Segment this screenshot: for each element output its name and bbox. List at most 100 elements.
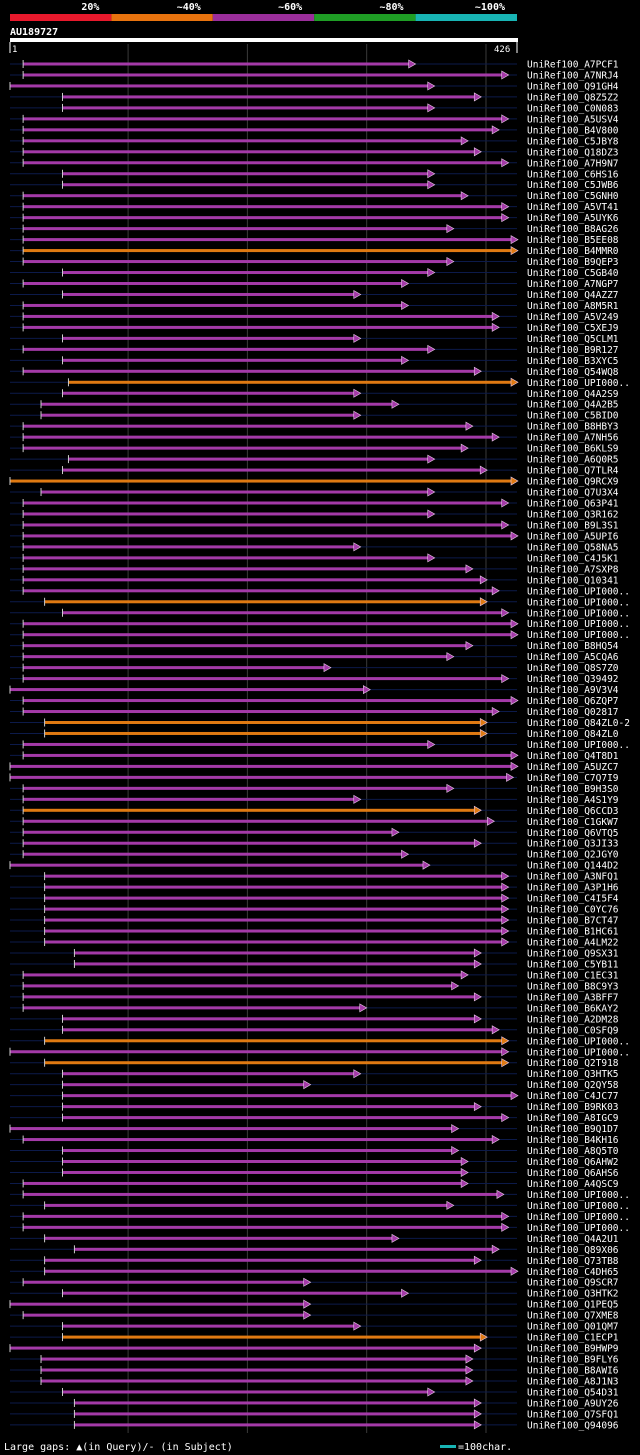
hit-bar[interactable] [62, 1017, 476, 1021]
hit-label[interactable]: UniRef100_C4J5K1 [527, 553, 619, 564]
hit-bar[interactable] [23, 830, 393, 834]
hit-row[interactable]: UniRef100_Q3HTK2 [10, 1288, 619, 1300]
hit-bar[interactable] [23, 1214, 503, 1218]
hit-bar[interactable] [10, 1127, 453, 1131]
hit-row[interactable]: UniRef100_B9H3S0 [10, 783, 619, 795]
hit-label[interactable]: UniRef100_UPI000.. [527, 378, 630, 389]
hit-bar[interactable] [44, 1258, 476, 1262]
hit-row[interactable]: UniRef100_C5BID0 [10, 410, 619, 422]
hit-bar[interactable] [23, 819, 489, 823]
hit-row[interactable]: UniRef100_A6Q0R5 [10, 454, 619, 466]
hit-bar[interactable] [23, 1225, 503, 1229]
hit-label[interactable]: UniRef100_C7Q7I9 [527, 773, 619, 784]
hit-bar[interactable] [74, 1412, 476, 1416]
hit-label[interactable]: UniRef100_Q6AHW2 [527, 1157, 619, 1168]
hit-row[interactable]: UniRef100_Q5CLM1 [10, 333, 619, 345]
hit-bar[interactable] [23, 512, 429, 516]
hit-bar[interactable] [62, 1028, 494, 1032]
hit-bar[interactable] [44, 885, 503, 889]
hit-label[interactable]: UniRef100_UPI000.. [527, 597, 630, 608]
hit-label[interactable]: UniRef100_Q6CCD3 [527, 806, 619, 817]
hit-bar[interactable] [23, 589, 494, 593]
hit-bar[interactable] [10, 1346, 476, 1350]
hit-bar[interactable] [23, 369, 476, 373]
hit-row[interactable]: UniRef100_A8M5R1 [10, 300, 619, 312]
hit-label[interactable]: UniRef100_B9H3S0 [527, 784, 619, 795]
hit-label[interactable]: UniRef100_A6Q0R5 [527, 455, 619, 466]
hit-row[interactable]: UniRef100_A3NFQ1 [10, 871, 619, 883]
hit-row[interactable]: UniRef100_C7Q7I9 [9, 772, 619, 784]
hit-label[interactable]: UniRef100_Q4T8D1 [527, 751, 619, 762]
hit-label[interactable]: UniRef100_Q4A2S9 [527, 389, 619, 400]
hit-row[interactable]: UniRef100_UPI000.. [10, 1036, 630, 1047]
hit-bar[interactable] [23, 128, 494, 132]
hit-label[interactable]: UniRef100_Q9SCR7 [527, 1278, 619, 1289]
hit-label[interactable]: UniRef100_C5XEJ9 [527, 323, 619, 334]
hit-row[interactable]: UniRef100_Q4A2U1 [10, 1233, 619, 1245]
hit-label[interactable]: UniRef100_Q39492 [527, 674, 619, 685]
hit-row[interactable]: UniRef100_A8J1N3 [10, 1376, 619, 1388]
hit-label[interactable]: UniRef100_Q3HTK5 [527, 1069, 619, 1080]
hit-row[interactable]: UniRef100_UPI000.. [10, 739, 630, 751]
hit-bar[interactable] [23, 139, 463, 143]
hit-row[interactable]: UniRef100_UPI000.. [10, 1211, 630, 1223]
hit-label[interactable]: UniRef100_B4MMR0 [527, 246, 619, 257]
hit-label[interactable]: UniRef100_Q7TLR4 [527, 466, 619, 477]
hit-row[interactable]: UniRef100_Q4A2B5 [10, 399, 619, 411]
hit-row[interactable]: UniRef100_C4I5F4 [10, 893, 619, 905]
hit-label[interactable]: UniRef100_C1ECP1 [527, 1333, 619, 1344]
hit-row[interactable]: UniRef100_Q6ZQP7 [10, 696, 619, 707]
hit-bar[interactable] [23, 1192, 498, 1196]
hit-label[interactable]: UniRef100_Q63P41 [527, 499, 619, 510]
hit-row[interactable]: UniRef100_A4S1Y9 [10, 794, 619, 806]
hit-bar[interactable] [23, 73, 503, 77]
hit-bar[interactable] [23, 325, 494, 329]
hit-bar[interactable] [23, 1313, 305, 1317]
hit-row[interactable]: UniRef100_Q4AZZ7 [10, 289, 619, 301]
hit-bar[interactable] [62, 391, 355, 395]
hit-row[interactable]: UniRef100_B4MMR0 [10, 246, 619, 257]
hit-row[interactable]: UniRef100_Q3R162 [10, 509, 619, 520]
hit-label[interactable]: UniRef100_UPI000.. [527, 1223, 630, 1234]
hit-label[interactable]: UniRef100_Q6VTQ5 [527, 828, 619, 839]
hit-bar[interactable] [23, 424, 467, 428]
hit-label[interactable]: UniRef100_Q7XME8 [527, 1311, 619, 1322]
hit-row[interactable]: UniRef100_Q7XME8 [10, 1310, 619, 1322]
hit-bar[interactable] [62, 358, 403, 362]
hit-bar[interactable] [62, 271, 429, 275]
hit-row[interactable]: UniRef100_A2DM28 [10, 1014, 619, 1025]
hit-row[interactable]: UniRef100_A5V249 [10, 311, 619, 323]
hit-label[interactable]: UniRef100_C4I5F4 [527, 894, 619, 905]
hit-bar[interactable] [62, 468, 482, 472]
hit-label[interactable]: UniRef100_A4LM22 [527, 938, 619, 949]
hit-bar[interactable] [10, 84, 429, 88]
hit-label[interactable]: UniRef100_UPI000.. [527, 1212, 630, 1223]
hit-label[interactable]: UniRef100_Q2T918 [527, 1058, 619, 1069]
hit-bar[interactable] [62, 1291, 403, 1295]
hit-row[interactable]: UniRef100_B5EE08 [10, 235, 619, 246]
hit-bar[interactable] [23, 995, 476, 999]
hit-bar[interactable] [62, 1105, 476, 1109]
hit-row[interactable]: UniRef100_A7NRJ4 [10, 70, 619, 81]
hit-row[interactable]: UniRef100_C0N083 [10, 103, 619, 114]
hit-label[interactable]: UniRef100_UPI000.. [527, 1190, 630, 1201]
hit-label[interactable]: UniRef100_UPI000.. [527, 1047, 630, 1058]
hit-row[interactable]: UniRef100_Q4A2S9 [10, 388, 619, 400]
hit-bar[interactable] [23, 1181, 463, 1185]
hit-bar[interactable] [44, 1236, 393, 1240]
hit-label[interactable]: UniRef100_A3P1H6 [527, 883, 619, 894]
hit-row[interactable]: UniRef100_Q18DZ3 [10, 147, 619, 158]
hit-row[interactable]: UniRef100_A5UYK6 [10, 213, 619, 224]
hit-bar[interactable] [62, 1324, 355, 1328]
hit-label[interactable]: UniRef100_UPI000.. [527, 1201, 630, 1212]
hit-label[interactable]: UniRef100_Q4A2U1 [527, 1234, 619, 1245]
hit-row[interactable]: UniRef100_Q2QY58 [10, 1080, 619, 1091]
hit-label[interactable]: UniRef100_B8AWI6 [527, 1366, 619, 1377]
hit-label[interactable]: UniRef100_A7NH56 [527, 433, 619, 444]
hit-bar[interactable] [23, 523, 503, 527]
hit-row[interactable]: UniRef100_Q01QM7 [10, 1321, 619, 1333]
hit-bar[interactable] [44, 896, 503, 900]
hit-row[interactable]: UniRef100_Q02817 [10, 707, 619, 718]
hit-bar[interactable] [62, 95, 476, 99]
hit-label[interactable]: UniRef100_B9FLY6 [527, 1355, 619, 1366]
